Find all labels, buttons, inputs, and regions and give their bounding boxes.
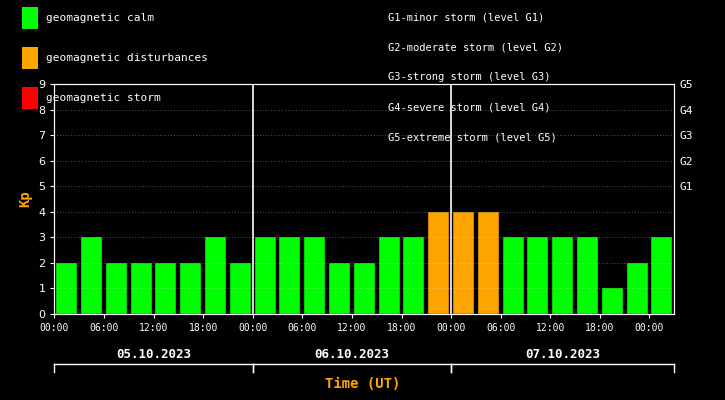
Text: geomagnetic storm: geomagnetic storm: [46, 93, 161, 103]
Bar: [577, 237, 598, 314]
Bar: [453, 212, 474, 314]
Text: G5-extreme storm (level G5): G5-extreme storm (level G5): [388, 132, 557, 142]
Y-axis label: Kp: Kp: [19, 191, 33, 207]
Text: 05.10.2023: 05.10.2023: [116, 348, 191, 360]
Text: Time (UT): Time (UT): [325, 377, 400, 391]
Bar: [478, 212, 499, 314]
Bar: [378, 237, 399, 314]
Text: geomagnetic calm: geomagnetic calm: [46, 13, 154, 23]
Bar: [81, 237, 102, 314]
Bar: [106, 263, 127, 314]
Bar: [254, 237, 276, 314]
Bar: [354, 263, 375, 314]
Text: geomagnetic disturbances: geomagnetic disturbances: [46, 53, 208, 63]
Bar: [552, 237, 573, 314]
Text: G1-minor storm (level G1): G1-minor storm (level G1): [388, 12, 544, 22]
Text: 06.10.2023: 06.10.2023: [315, 348, 389, 360]
Bar: [205, 237, 226, 314]
Bar: [626, 263, 647, 314]
Bar: [279, 237, 300, 314]
Bar: [181, 263, 202, 314]
Bar: [155, 263, 176, 314]
Text: G3-strong storm (level G3): G3-strong storm (level G3): [388, 72, 550, 82]
Bar: [403, 237, 424, 314]
Bar: [527, 237, 548, 314]
Bar: [230, 263, 251, 314]
Bar: [304, 237, 326, 314]
Text: G4-severe storm (level G4): G4-severe storm (level G4): [388, 102, 550, 112]
Bar: [502, 237, 523, 314]
Text: 07.10.2023: 07.10.2023: [525, 348, 600, 360]
Bar: [651, 237, 672, 314]
Bar: [57, 263, 78, 314]
Bar: [329, 263, 350, 314]
Text: G2-moderate storm (level G2): G2-moderate storm (level G2): [388, 42, 563, 52]
Bar: [130, 263, 152, 314]
Bar: [428, 212, 450, 314]
Bar: [602, 288, 623, 314]
